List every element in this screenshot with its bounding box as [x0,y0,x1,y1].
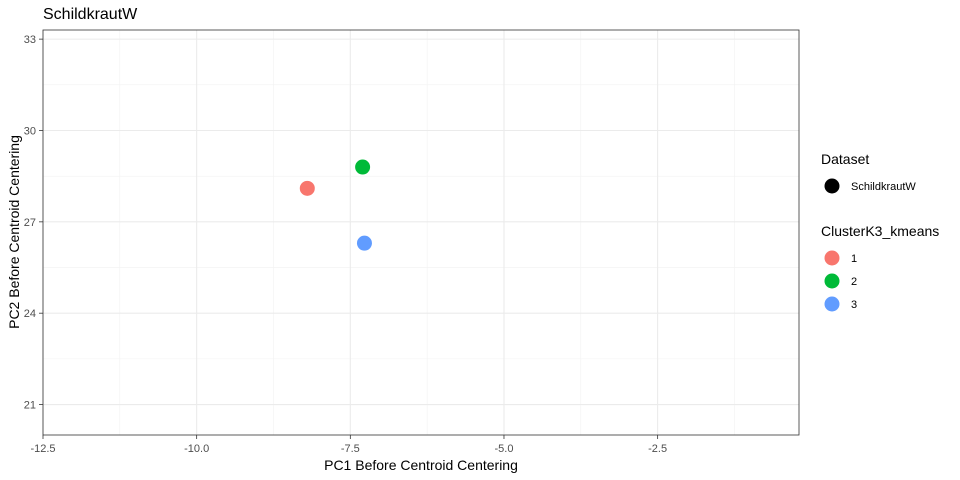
legend-key [824,250,840,266]
y-axis: 21 24 27 30 33 [24,34,43,412]
y-tick-label: 33 [24,34,36,46]
legend-title: Dataset [821,151,869,167]
plot-border [42,29,800,436]
y-tick-label: 21 [24,400,36,412]
y-tick-label: 27 [24,217,36,229]
x-tick-label: -10.0 [184,443,209,455]
legend-label: 1 [851,253,857,265]
x-tick-label: -2.5 [648,443,667,455]
x-axis-title: PC1 Before Centroid Centering [324,457,518,473]
y-axis-title: PC2 Before Centroid Centering [6,135,22,329]
legend-title: ClusterK3_kmeans [821,223,939,239]
chart-title: SchildkrautW [43,6,138,23]
legend-key [824,273,840,289]
data-points [299,159,372,251]
data-point-cluster-1 [299,180,315,196]
y-tick-label: 30 [24,125,36,137]
legend-label: SchildkrautW [851,181,916,193]
legend-key [824,178,840,194]
y-tick-label: 24 [24,308,36,320]
x-axis: -12.5 -10.0 -7.5 -5.0 -2.5 [30,435,667,455]
legend-key [824,296,840,312]
x-tick-label: -7.5 [341,443,360,455]
x-tick-label: -12.5 [30,443,55,455]
legend-label: 3 [851,299,857,311]
grid-minor [43,30,799,435]
grid-major [42,30,799,435]
legend-label: 2 [851,276,857,288]
plot-panel [43,30,799,435]
data-point-cluster-2 [355,159,371,175]
x-tick-label: -5.0 [494,443,513,455]
legend: Dataset SchildkrautW ClusterK3_kmeans 1 2 3 [821,151,939,312]
data-point-cluster-3 [356,235,372,251]
